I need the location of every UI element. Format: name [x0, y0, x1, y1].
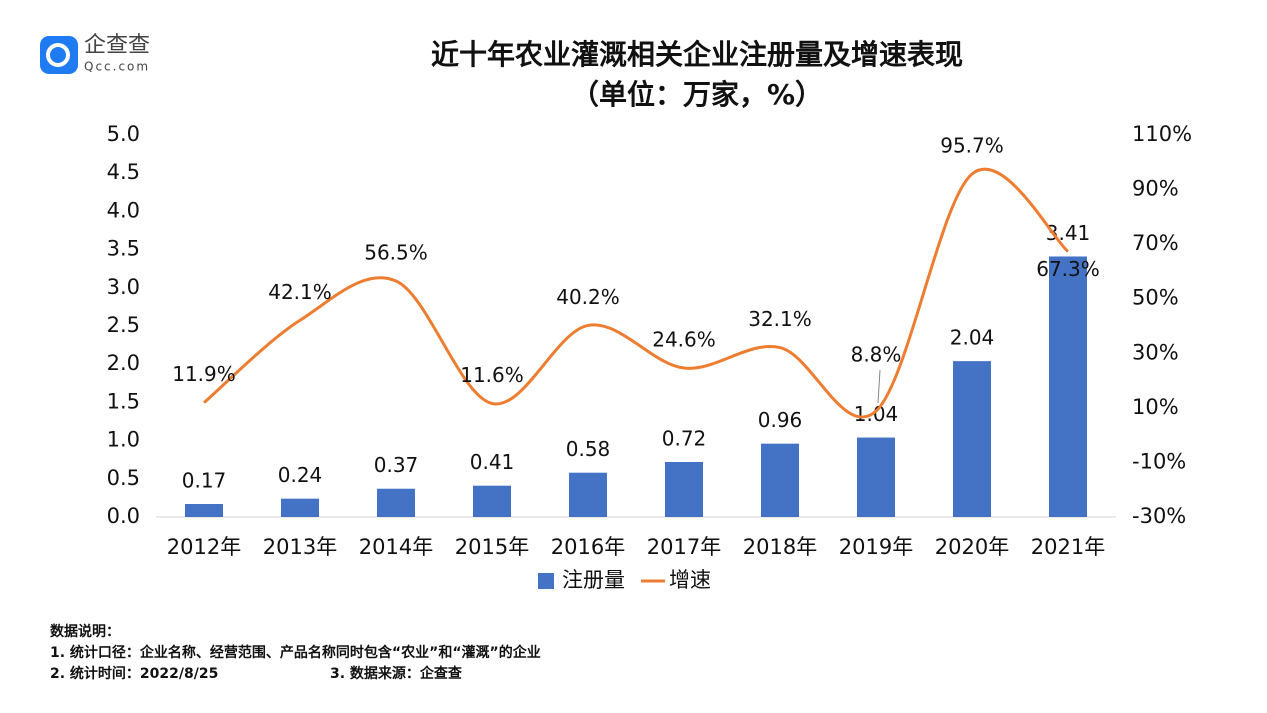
- line-label: 8.8%: [851, 343, 902, 367]
- legend-swatch: [538, 573, 554, 589]
- x-tick-label: 2014年: [359, 535, 433, 559]
- leader-line: [877, 370, 881, 404]
- notes: 数据说明： 1. 统计口径：企业名称、经营范围、产品名称同时包含“农业”和“灌溉…: [50, 622, 541, 685]
- y2-tick-label: 90%: [1132, 177, 1179, 201]
- line-label: 24.6%: [652, 328, 716, 352]
- y-tick-label: 1.0: [107, 428, 140, 452]
- y-tick-label: 0.5: [107, 466, 140, 490]
- y2-tick-label: -30%: [1132, 504, 1186, 528]
- legend-label: 增速: [669, 568, 711, 592]
- x-tick-label: 2020年: [935, 535, 1009, 559]
- bar-label: 0.96: [758, 408, 803, 432]
- x-tick-label: 2017年: [647, 535, 721, 559]
- bar: [569, 472, 607, 517]
- bar: [953, 361, 991, 517]
- bar-label: 0.58: [566, 437, 611, 461]
- y2-tick-label: 30%: [1132, 340, 1179, 364]
- x-tick-label: 2018年: [743, 535, 817, 559]
- logo-icon: [40, 36, 78, 74]
- notes-row: 2. 统计时间：2022/8/25 3. 数据来源：企查查: [50, 664, 541, 685]
- line-label: 32.1%: [748, 307, 812, 331]
- bar-label: 0.24: [278, 463, 323, 487]
- bar: [665, 461, 703, 517]
- y-tick-label: 4.0: [107, 198, 140, 222]
- logo-glyph: [46, 43, 70, 67]
- bar-label: 2.04: [950, 326, 995, 350]
- x-tick-label: 2013年: [263, 535, 337, 559]
- logo-name: 企查查: [84, 33, 150, 58]
- bar: [1049, 256, 1087, 517]
- notes-line: 1. 统计口径：企业名称、经营范围、产品名称同时包含“农业”和“灌溉”的企业: [50, 645, 541, 661]
- x-tick-label: 2016年: [551, 535, 625, 559]
- y-tick-label: 0.0: [107, 504, 140, 528]
- y2-tick-label: 110%: [1132, 122, 1192, 146]
- chart: 企查查 Qcc.com 近十年农业灌溉相关企业注册量及增速表现 （单位：万家，%…: [40, 33, 1192, 592]
- y-tick-label: 1.5: [107, 389, 140, 413]
- bar-label: 1.04: [854, 402, 899, 426]
- line-label: 40.2%: [556, 285, 620, 309]
- bar-label: 0.41: [470, 450, 515, 474]
- line-label: 11.6%: [460, 363, 524, 387]
- x-tick-label: 2012年: [167, 535, 241, 559]
- notes-line: 3. 数据来源：企查查: [330, 666, 462, 682]
- y-tick-label: 2.0: [107, 351, 140, 375]
- y-tick-label: 3.5: [107, 237, 140, 261]
- y2-tick-label: 50%: [1132, 286, 1179, 310]
- chart-title: 近十年农业灌溉相关企业注册量及增速表现: [431, 38, 963, 71]
- bar: [377, 488, 415, 517]
- line-label: 56.5%: [364, 240, 428, 264]
- line: [203, 167, 1070, 419]
- y2-tick-label: 10%: [1132, 395, 1179, 419]
- bar: [473, 485, 511, 517]
- y2-tick-label: 70%: [1132, 231, 1179, 255]
- bar-label: 0.37: [374, 453, 419, 477]
- bar: [761, 443, 799, 517]
- legend-label: 注册量: [562, 568, 625, 592]
- chart-subtitle: （单位：万家，%）: [571, 78, 823, 111]
- y-tick-label: 2.5: [107, 313, 140, 337]
- logo-domain: Qcc.com: [84, 60, 150, 74]
- line-label: 42.1%: [268, 280, 332, 304]
- line-label: 11.9%: [172, 362, 236, 386]
- notes-line: 2. 统计时间：2022/8/25: [50, 666, 219, 682]
- x-tick-label: 2021年: [1031, 535, 1105, 559]
- y2-tick-label: -10%: [1132, 449, 1186, 473]
- bar: [281, 498, 319, 517]
- y-tick-label: 4.5: [107, 160, 140, 184]
- line-label: 95.7%: [940, 134, 1004, 158]
- bar: [185, 504, 223, 517]
- x-tick-label: 2019年: [839, 535, 913, 559]
- notes-heading: 数据说明：: [50, 624, 120, 640]
- x-tick-label: 2015年: [455, 535, 529, 559]
- bar-label: 0.72: [662, 426, 707, 450]
- bar: [857, 437, 895, 517]
- y-tick-label: 3.0: [107, 275, 140, 299]
- bar-label: 0.17: [182, 469, 227, 493]
- y-tick-label: 5.0: [107, 122, 140, 146]
- line-label: 67.3%: [1036, 257, 1100, 281]
